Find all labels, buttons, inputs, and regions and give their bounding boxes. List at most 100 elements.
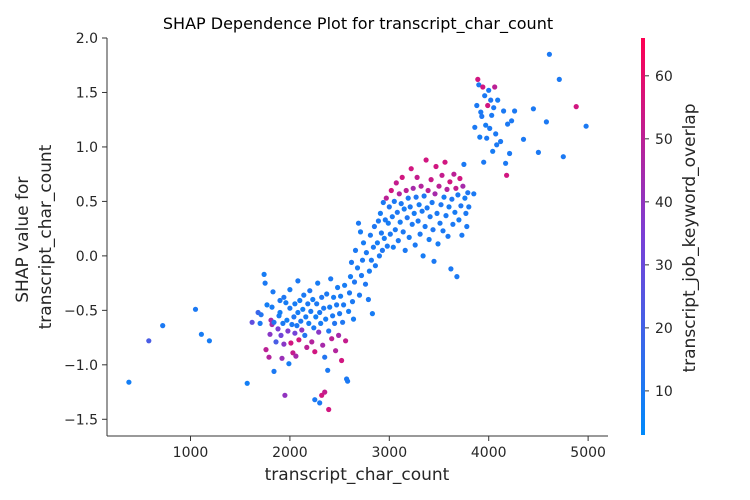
chart-title: SHAP Dependence Plot for transcript_char… xyxy=(163,14,553,34)
scatter-point xyxy=(443,213,449,219)
scatter-point xyxy=(463,210,469,216)
scatter-point xyxy=(426,236,432,243)
scatter-point xyxy=(316,329,322,335)
scatter-point xyxy=(322,354,328,360)
scatter-point xyxy=(370,244,376,250)
scatter-point xyxy=(346,290,353,296)
scatter-point xyxy=(489,112,495,118)
scatter-point xyxy=(314,301,320,307)
scatter-point xyxy=(281,341,287,347)
scatter-point xyxy=(520,136,527,142)
y-axis-ticks: −1.5 −1.0 −0.5 0.0 0.5 1.0 1.5 2.0 xyxy=(64,31,107,428)
scatter-point xyxy=(492,84,498,90)
scatter-point xyxy=(428,177,434,183)
scatter-point xyxy=(302,332,308,338)
scatter-point xyxy=(277,309,283,316)
scatter-point xyxy=(392,227,398,233)
scatter-point xyxy=(507,150,513,157)
scatter-point xyxy=(275,326,281,332)
colorbar-tick-label: 10 xyxy=(655,384,673,400)
scatter-point xyxy=(465,190,471,196)
scatter-point xyxy=(345,378,351,384)
scatter-point xyxy=(261,271,267,277)
scatter-point xyxy=(495,97,501,103)
scatter-point xyxy=(267,331,273,337)
x-tick-label: 1000 xyxy=(173,445,209,461)
scatter-point xyxy=(410,185,416,191)
scatter-point xyxy=(339,357,345,364)
scatter-point xyxy=(456,217,462,223)
scatter-point xyxy=(430,227,436,233)
scatter-point xyxy=(479,113,485,119)
scatter-point xyxy=(406,234,412,240)
scatter-point xyxy=(273,339,279,345)
scatter-point xyxy=(493,131,499,137)
scatter-point xyxy=(355,220,362,226)
scatter-point xyxy=(446,204,452,210)
scatter-point xyxy=(418,183,424,189)
scatter-point xyxy=(378,230,384,236)
scatter-point xyxy=(126,379,132,385)
scatter-point xyxy=(504,172,510,178)
scatter-point xyxy=(483,122,489,128)
scatter-point xyxy=(287,287,293,293)
scatter-point xyxy=(425,187,431,194)
scatter-point xyxy=(487,125,493,131)
scatter-point xyxy=(530,106,537,112)
x-tick-label: 2000 xyxy=(272,445,308,461)
scatter-point xyxy=(343,338,349,344)
colorbar-tick-label: 20 xyxy=(655,321,673,337)
scatter-point xyxy=(546,51,553,57)
scatter-point xyxy=(447,179,453,185)
scatter-point xyxy=(365,296,371,303)
scatter-point xyxy=(356,292,363,298)
scatter-point xyxy=(292,330,298,336)
y-tick-label: 2.0 xyxy=(76,31,98,47)
scatter-point xyxy=(367,232,373,238)
scatter-point xyxy=(396,191,402,197)
scatter-point xyxy=(330,313,336,319)
scatter-point xyxy=(332,320,338,326)
scatter-point xyxy=(352,247,359,253)
scatter-point xyxy=(363,250,369,256)
scatter-point xyxy=(300,306,306,312)
scatter-point xyxy=(341,302,347,308)
y-tick-label: 0.0 xyxy=(76,249,98,265)
scatter-point xyxy=(464,223,470,230)
scatter-point xyxy=(474,102,480,109)
scatter-point xyxy=(347,274,354,280)
scatter-point xyxy=(478,109,484,115)
scatter-point xyxy=(384,243,390,249)
scatter-point xyxy=(284,317,290,323)
scatter-point xyxy=(434,210,440,216)
scatter-point xyxy=(455,192,461,198)
scatter-point xyxy=(409,221,415,227)
scatter-point xyxy=(503,160,509,166)
scatter-point xyxy=(414,174,420,180)
scatter-point xyxy=(337,311,343,317)
x-tick-label: 3000 xyxy=(371,445,407,461)
scatter-point xyxy=(400,229,406,235)
scatter-point xyxy=(310,296,316,303)
scatter-point xyxy=(458,203,464,209)
scatter-point xyxy=(320,342,326,348)
x-axis-ticks: 1000 2000 3000 4000 5000 xyxy=(173,436,606,461)
scatter-point xyxy=(358,272,365,279)
scatter-point xyxy=(454,274,460,280)
x-tick-label: 5000 xyxy=(570,445,606,461)
scatter-point xyxy=(308,308,314,314)
scatter-point xyxy=(309,339,315,345)
scatter-point xyxy=(471,191,477,197)
scatter-point xyxy=(472,124,478,130)
scatter-point xyxy=(322,389,328,395)
scatter-point xyxy=(295,309,301,316)
colorbar-tick-label: 40 xyxy=(655,195,673,211)
scatter-point xyxy=(277,297,283,304)
scatter-point xyxy=(433,163,439,170)
scatter-point xyxy=(303,314,309,320)
scatter-point xyxy=(298,318,304,324)
scatter-point xyxy=(377,210,383,216)
scatter-point xyxy=(415,218,421,224)
scatter-point xyxy=(282,392,288,398)
scatter-point xyxy=(264,302,270,308)
